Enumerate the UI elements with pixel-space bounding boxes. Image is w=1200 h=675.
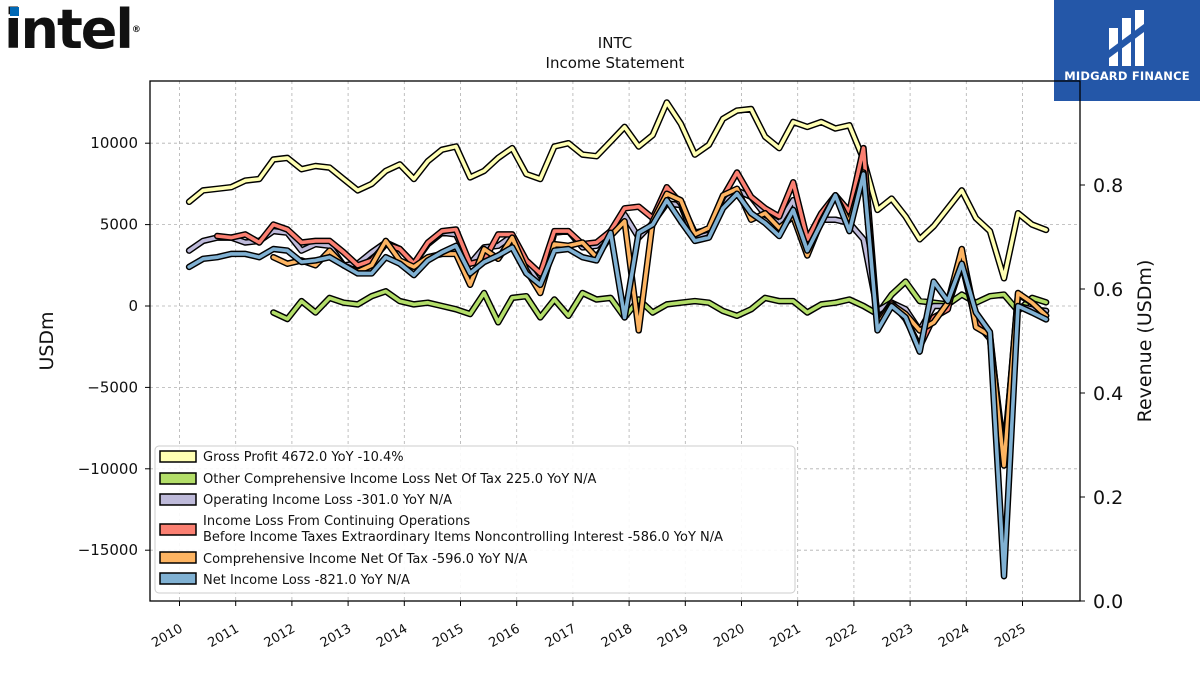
x-tick-label: 2025 — [992, 621, 1028, 651]
intel-logo-dot — [10, 7, 19, 16]
y-right-tick-label: 0.0 — [1093, 591, 1123, 613]
x-tick-label: 2019 — [655, 621, 691, 651]
legend-swatch-comprehensive-income — [159, 551, 197, 564]
x-tick-label: 2010 — [149, 621, 185, 651]
midgard-finance-mark-icon — [1109, 10, 1144, 66]
y-right-tick-label: 0.6 — [1093, 279, 1123, 301]
x-tick-label: 2020 — [711, 621, 747, 651]
y-tick-label: 5000 — [100, 216, 138, 234]
x-axis: 2010 2011 2012 2013 2014 2015 2016 2017 2018 2019… — [149, 601, 1029, 651]
legend-swatch-other-comprehensive-income — [159, 472, 197, 485]
y-right-tick-label: 0.4 — [1093, 383, 1123, 405]
y-axis-left: 10000 5000 0 −5000 −10000 −15000 — [78, 134, 150, 559]
legend-box — [154, 445, 796, 594]
y-axis-label: USDm — [36, 311, 58, 370]
x-tick-label: 2015 — [430, 621, 466, 651]
y-tick-label: −15000 — [78, 541, 138, 559]
x-tick-label: 2013 — [318, 621, 354, 651]
intel-logo-text: intel — [4, 0, 134, 61]
y-tick-label: 10000 — [90, 134, 138, 152]
chart-title: INTC — [598, 34, 632, 52]
x-tick-label: 2024 — [936, 621, 972, 651]
y-axis-right: 0.0 0.2 0.4 0.6 0.8 — [1080, 175, 1123, 613]
legend-swatch-income-before-taxes — [159, 523, 197, 536]
x-tick-label: 2014 — [374, 621, 410, 651]
x-tick-label: 2016 — [487, 621, 523, 651]
midgard-finance-brand-text: MIDGARD FINANCE — [1064, 69, 1190, 83]
series-lines — [185, 99, 1050, 580]
midgard-finance-logo: MIDGARD FINANCE — [1054, 0, 1200, 101]
legend-swatch-operating-income — [159, 493, 197, 506]
y-right-tick-label: 0.2 — [1093, 487, 1123, 509]
legend-label-gross-profit: Gross Profit 4672.0 YoY -10.4% — [203, 450, 404, 465]
plot-frame — [149, 80, 1081, 602]
series-line-other-comprehensive-income-loss-net-of-t — [271, 279, 1048, 325]
x-tick-label: 2011 — [206, 621, 242, 651]
legend-label-other-comprehensive-income: Other Comprehensive Income Loss Net Of T… — [203, 472, 597, 487]
legend: Gross Profit 4672.0 YoY -10.4% Other Com… — [154, 445, 796, 594]
x-tick-label: 2012 — [262, 621, 298, 651]
y-axis-right-label: Revenue (USDm) — [1134, 260, 1156, 423]
x-tick-label: 2017 — [543, 621, 579, 651]
legend-swatch-gross-profit — [159, 450, 197, 463]
legend-label-income-before-taxes-line1: Income Loss From Continuing Operations — [203, 514, 470, 529]
legend-label-comprehensive-income: Comprehensive Income Net Of Tax -596.0 Y… — [203, 552, 528, 567]
x-tick-label: 2018 — [599, 621, 635, 651]
x-tick-label: 2021 — [768, 621, 804, 651]
x-tick-label: 2022 — [824, 621, 860, 651]
chart-subtitle: Income Statement — [546, 54, 685, 72]
legend-label-income-before-taxes-line2: Before Income Taxes Extraordinary Items … — [203, 530, 723, 545]
registered-mark: ® — [131, 25, 141, 35]
legend-swatch-net-income — [159, 572, 197, 585]
series-line-net-income-loss — [187, 172, 1048, 579]
y-tick-label: −5000 — [87, 378, 138, 396]
intel-logo: intel® — [4, 0, 141, 60]
x-tick-label: 2023 — [880, 621, 916, 651]
legend-label-net-income: Net Income Loss -821.0 YoY N/A — [203, 573, 410, 588]
y-tick-label: −10000 — [78, 460, 138, 478]
y-tick-label: 0 — [128, 297, 138, 315]
series-line-gross-profit — [187, 100, 1048, 281]
series-outline-gross-profit — [185, 99, 1050, 282]
y-right-tick-label: 0.8 — [1093, 175, 1123, 197]
legend-label-operating-income: Operating Income Loss -301.0 YoY N/A — [203, 493, 452, 508]
